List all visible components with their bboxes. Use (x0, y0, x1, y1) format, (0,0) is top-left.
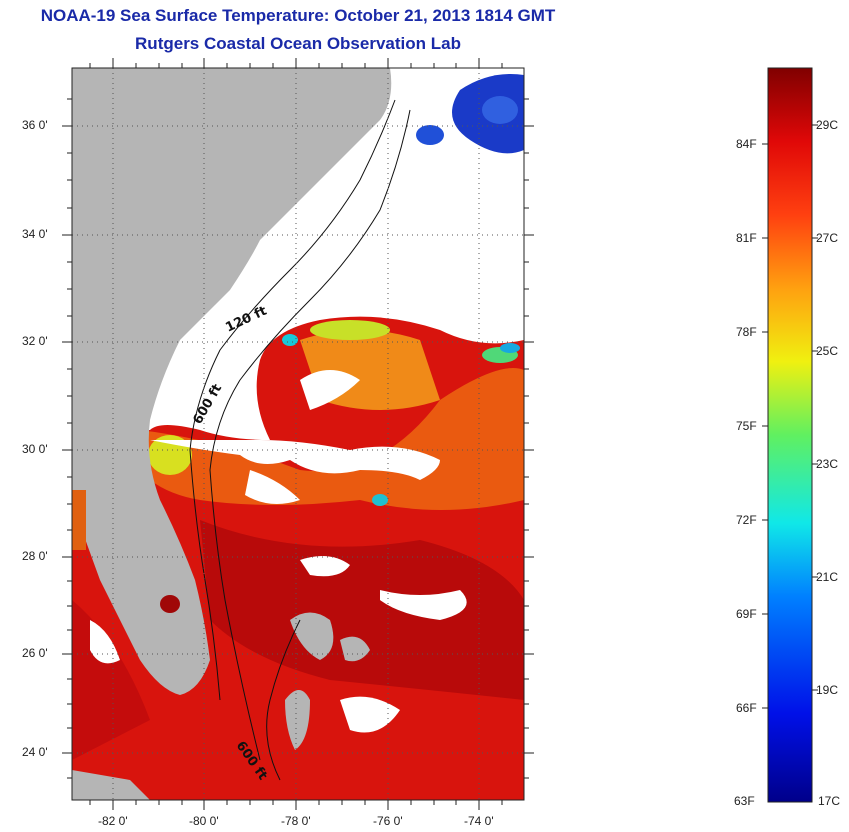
lat-label-24: 24 0' (22, 745, 48, 759)
map-subtitle: Rutgers Coastal Ocean Observation Lab (135, 34, 461, 53)
lat-label-36: 36 0' (22, 118, 48, 132)
lon-ticks (89, 58, 503, 810)
colorbar-ticks (762, 124, 818, 709)
colorbar-label-63f: 63F (734, 794, 755, 808)
contour-120ft (189, 99, 396, 701)
lon-label-74: -74 0' (464, 814, 494, 828)
colorbar-label-29c: 29C (816, 118, 839, 132)
map-title: NOAA-19 Sea Surface Temperature: October… (40, 6, 556, 25)
colorbar-label-66f: 66F (736, 701, 757, 715)
colorbar-label-81f: 81F (736, 231, 757, 245)
lat-label-30: 30 0' (22, 442, 48, 456)
colorbar-label-84f: 84F (736, 137, 757, 151)
lon-label-80: -80 0' (189, 814, 219, 828)
contour-600ft (209, 109, 411, 761)
bahamas-islands (290, 612, 334, 660)
gulf-stream-band (200, 520, 524, 700)
colorbar-label-72f: 72F (736, 513, 757, 527)
lat-lon-grid (72, 68, 524, 800)
map-layers: 120 ft 600 ft 600 ft (72, 68, 524, 800)
lake-okeechobee (160, 595, 180, 613)
land-mass (72, 68, 392, 695)
colorbar-label-17c: 17C (818, 794, 841, 808)
lon-label-78: -78 0' (281, 814, 311, 828)
map-frame (71, 67, 525, 801)
lat-label-26: 26 0' (22, 646, 48, 660)
colorbar-label-21c: 21C (816, 570, 839, 584)
lat-label-28: 28 0' (22, 549, 48, 563)
minor-lat-ticks (67, 98, 529, 779)
lon-label-82: -82 0' (98, 814, 128, 828)
colorbar-label-23c: 23C (816, 457, 839, 471)
colorbar-label-78f: 78F (736, 325, 757, 339)
colorbar-label-75f: 75F (736, 419, 757, 433)
lat-label-34: 34 0' (22, 227, 48, 241)
colorbar (767, 67, 813, 803)
colorbar-label-69f: 69F (736, 607, 757, 621)
cuba-edge (72, 770, 150, 800)
colorbar-label-27c: 27C (816, 231, 839, 245)
colorbar-label-25c: 25C (816, 344, 839, 358)
lon-label-76: -76 0' (373, 814, 403, 828)
colorbar-label-19c: 19C (816, 683, 839, 697)
lat-label-32: 32 0' (22, 334, 48, 348)
lat-ticks (62, 125, 534, 754)
